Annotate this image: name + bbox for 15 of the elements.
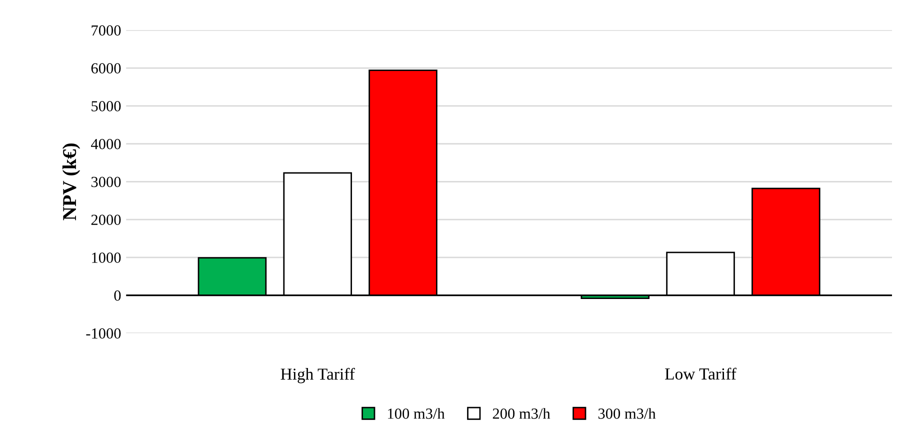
y-tick-label: 3000	[91, 176, 121, 188]
y-tick-label: -1000	[86, 328, 121, 339]
x-tick-label: High Tariff	[280, 368, 355, 384]
legend-label: 300 m3/h	[598, 408, 656, 419]
y-tick-label: 7000	[92, 25, 121, 36]
y-tick-label: 0	[114, 290, 121, 301]
y-tick-label: 4000	[91, 138, 121, 150]
y-tick-label: 2000	[91, 214, 121, 225]
legend-label: 200 m3/h	[492, 408, 550, 419]
x-tick-label: Low Tariff	[665, 368, 736, 380]
y-tick-label: 1000	[92, 252, 121, 263]
legend-label: 100 m3/h	[388, 408, 445, 419]
y-tick-label: 5000	[92, 101, 121, 112]
y-tick-label: 6000	[91, 63, 121, 74]
y-axis-title: NPV (k€)	[62, 144, 80, 220]
